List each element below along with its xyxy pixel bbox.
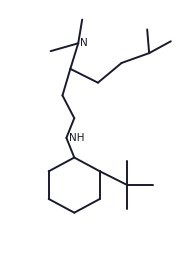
Text: N: N bbox=[80, 38, 88, 48]
Text: NH: NH bbox=[69, 133, 85, 143]
